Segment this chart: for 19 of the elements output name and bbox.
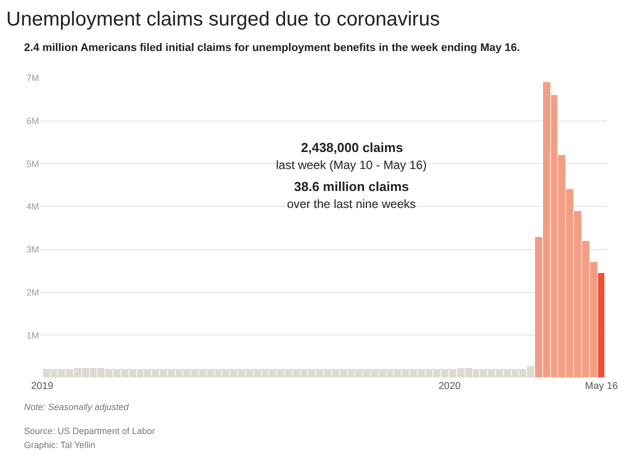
source-note: Source: US Department of Labor xyxy=(24,426,156,436)
chart-subtitle: 2.4 million Americans filed initial claims for unemployment benefits in the week ending May 16. xyxy=(24,42,520,54)
chart-title: Unemployment claims surged due to coronavirus xyxy=(6,8,440,30)
x-tick-label: 2020 xyxy=(438,381,462,392)
y-tick-label: 2M xyxy=(26,287,39,298)
y-tick-label: 7M xyxy=(26,73,39,84)
y-tick-label: 1M xyxy=(26,330,39,340)
y-tick-label: 3M xyxy=(26,244,39,255)
text: Graphic: Tal Yellin xyxy=(24,440,96,450)
annotation: 2,438,000 claims xyxy=(301,140,403,155)
y-tick-label: 5M xyxy=(26,158,39,169)
y-tick-label: 6M xyxy=(26,116,39,126)
annotation: last week (May 10 - May 16) xyxy=(276,158,427,172)
annotation: over the last nine weeks xyxy=(287,197,416,211)
y-tick-label: 4M xyxy=(26,202,39,212)
text: Note: Seasonally adjusted xyxy=(24,402,130,412)
x-tick-label: 2019 xyxy=(31,381,54,392)
annotation: 38.6 million claims xyxy=(294,179,409,194)
x-tick-label: May 16 xyxy=(585,381,618,392)
